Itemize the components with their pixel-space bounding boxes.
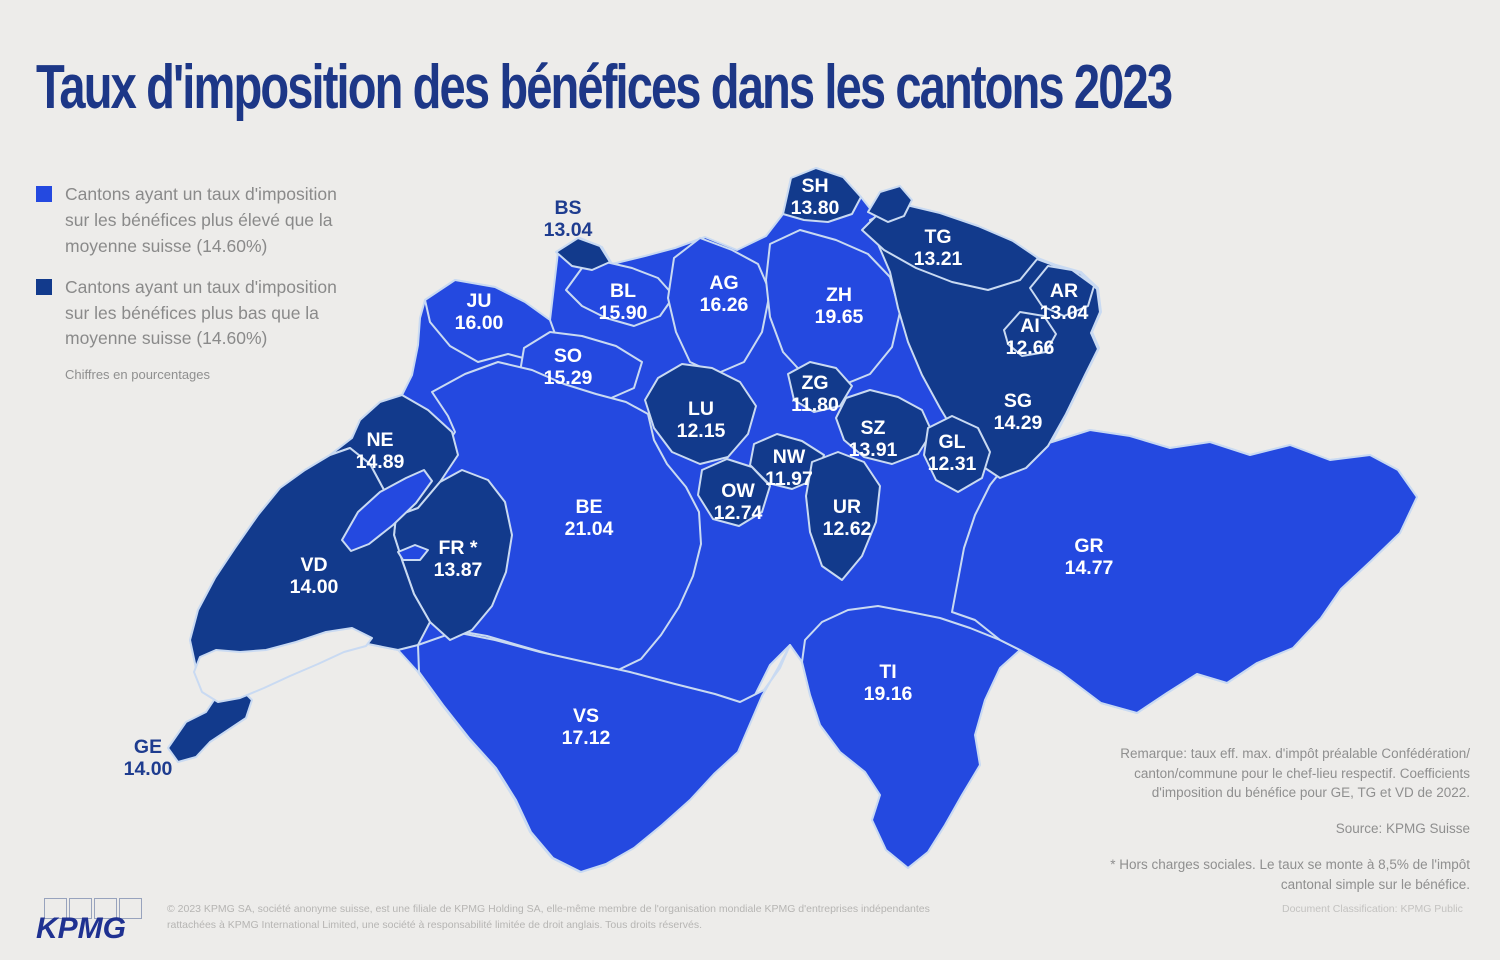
canton-label-BE: BE (575, 496, 602, 518)
canton-OW (697, 458, 771, 527)
canton-label-SH: SH (801, 175, 828, 197)
canton-label-GR: GR (1074, 535, 1103, 557)
canton-ZG (787, 361, 853, 413)
page-title: Taux d'imposition des bénéfices dans les… (36, 53, 1173, 122)
canton-label-FR: 13.87 (434, 559, 483, 581)
remark-line: d'imposition du bénéfice pour GE, TG et … (1151, 785, 1470, 801)
legend-swatch-below-icon (36, 278, 52, 295)
canton-label-AR: 13.04 (1040, 302, 1089, 324)
canton-label-TG: 13.21 (914, 248, 963, 270)
remark-line: canton/commune pour le chef-lieu respect… (1134, 765, 1470, 781)
canton-label-VS: 17.12 (562, 727, 611, 749)
canton-GR (951, 429, 1418, 714)
canton-GL (923, 415, 991, 493)
canton-label-UR: 12.62 (823, 518, 872, 540)
canton-label-VS: VS (573, 705, 599, 727)
canton-label-NW: NW (773, 446, 806, 468)
canton-label-ZH: ZH (826, 284, 852, 306)
footnote-line: * Hors charges sociales. Le taux se mont… (1110, 857, 1470, 873)
canton-label-NE: 14.89 (356, 451, 405, 473)
legend-label-below: Cantons ayant un taux d'imposition sur l… (65, 276, 337, 349)
canton-label-SG: 14.29 (994, 412, 1043, 434)
canton-label-BS: BS (554, 197, 581, 219)
canton-label-GE: GE (134, 736, 162, 758)
canton-label-BL: BL (610, 280, 636, 302)
canton-TGx (867, 185, 913, 223)
canton-label-BS: 13.04 (544, 219, 593, 241)
legend-swatch-above-icon (36, 186, 52, 202)
canton-ZH (765, 229, 901, 388)
canton-label-OW: OW (721, 480, 755, 502)
canton-label-AR: AR (1050, 280, 1078, 302)
canton-label-GL: GL (938, 431, 965, 453)
source-line: Source: KPMG Suisse (1335, 820, 1470, 836)
canton-SH (782, 167, 862, 223)
canton-label-GR: 14.77 (1065, 557, 1114, 579)
canton-label-ZG: 11.80 (791, 394, 839, 416)
canton-label-SO: SO (554, 345, 582, 367)
canton-label-LU: 12.15 (677, 420, 726, 442)
canton-label-UR: UR (833, 496, 861, 518)
copyright-text: © 2023 KPMG SA, société anonyme suisse, … (167, 903, 930, 931)
canton-VS (417, 631, 791, 873)
canton-BS (555, 237, 611, 271)
kpmg-squares-icon (44, 898, 142, 919)
legend-note: Chiffres en pourcentages (65, 367, 211, 383)
legend: Cantons ayant un taux d'imposition sur l… (36, 182, 366, 382)
canton-UR (805, 451, 881, 581)
canton-GE (167, 685, 253, 763)
canton-LU (644, 363, 757, 465)
canton-label-GE: 14.00 (124, 758, 173, 780)
canton-label-SZ: SZ (861, 417, 886, 439)
kpmg-logo: KPMG (36, 898, 142, 946)
lake-neuchatel (341, 469, 433, 552)
canton-label-TI: TI (879, 661, 896, 683)
canton-label-FR: FR * (439, 537, 478, 559)
canton-label-GL: 12.31 (928, 453, 977, 475)
remarks-block: Remarque: taux eff. max. d'impôt préalab… (1098, 744, 1470, 894)
canton-label-JU: 16.00 (455, 312, 504, 334)
remark-line: Remarque: taux eff. max. d'impôt préalab… (1120, 746, 1470, 761)
canton-label-NE: NE (366, 429, 393, 451)
legend-item-below: Cantons ayant un taux d'imposition sur l… (36, 275, 366, 353)
canton-label-AI: AI (1020, 315, 1040, 337)
canton-label-VD: 14.00 (290, 576, 339, 598)
canton-label-TI: 19.16 (864, 683, 913, 705)
canton-label-AG: 16.26 (700, 294, 749, 316)
canton-label-BE: 21.04 (565, 518, 614, 540)
footnote-line: cantonal simple sur le bénéfice. (1280, 876, 1470, 892)
lake-leman (193, 627, 373, 703)
canton-NW (749, 433, 825, 490)
canton-label-SO: 15.29 (544, 367, 593, 389)
document-classification: Document Classification: KPMG Public (1282, 903, 1463, 915)
canton-label-NW: 11.97 (765, 468, 813, 490)
canton-AR (1029, 265, 1095, 317)
canton-label-ZH: 19.65 (815, 306, 864, 328)
canton-label-LU: LU (688, 398, 714, 420)
canton-label-ZG: ZG (801, 372, 828, 394)
legend-label-above: Cantons ayant un taux d'imposition sur l… (65, 184, 337, 256)
canton-label-BL: 15.90 (599, 302, 648, 324)
canton-TI (801, 605, 1021, 869)
canton-label-SG: SG (1004, 390, 1032, 412)
canton-label-SH: 13.80 (791, 197, 840, 219)
canton-label-TG: TG (924, 226, 951, 248)
legend-item-above: Cantons ayant un taux d'imposition sur l… (36, 182, 366, 260)
canton-AI (1003, 311, 1057, 357)
canton-label-SZ: 13.91 (849, 439, 898, 461)
lake-morat (397, 544, 429, 561)
canton-label-AI: 12.66 (1006, 337, 1055, 359)
canton-label-JU: JU (467, 290, 492, 312)
canton-label-OW: 12.74 (714, 502, 763, 524)
canton-AG (667, 237, 771, 375)
kpmg-logo-text: KPMG (36, 912, 126, 945)
canton-label-VD: VD (300, 554, 327, 576)
canton-label-AG: AG (709, 272, 738, 294)
